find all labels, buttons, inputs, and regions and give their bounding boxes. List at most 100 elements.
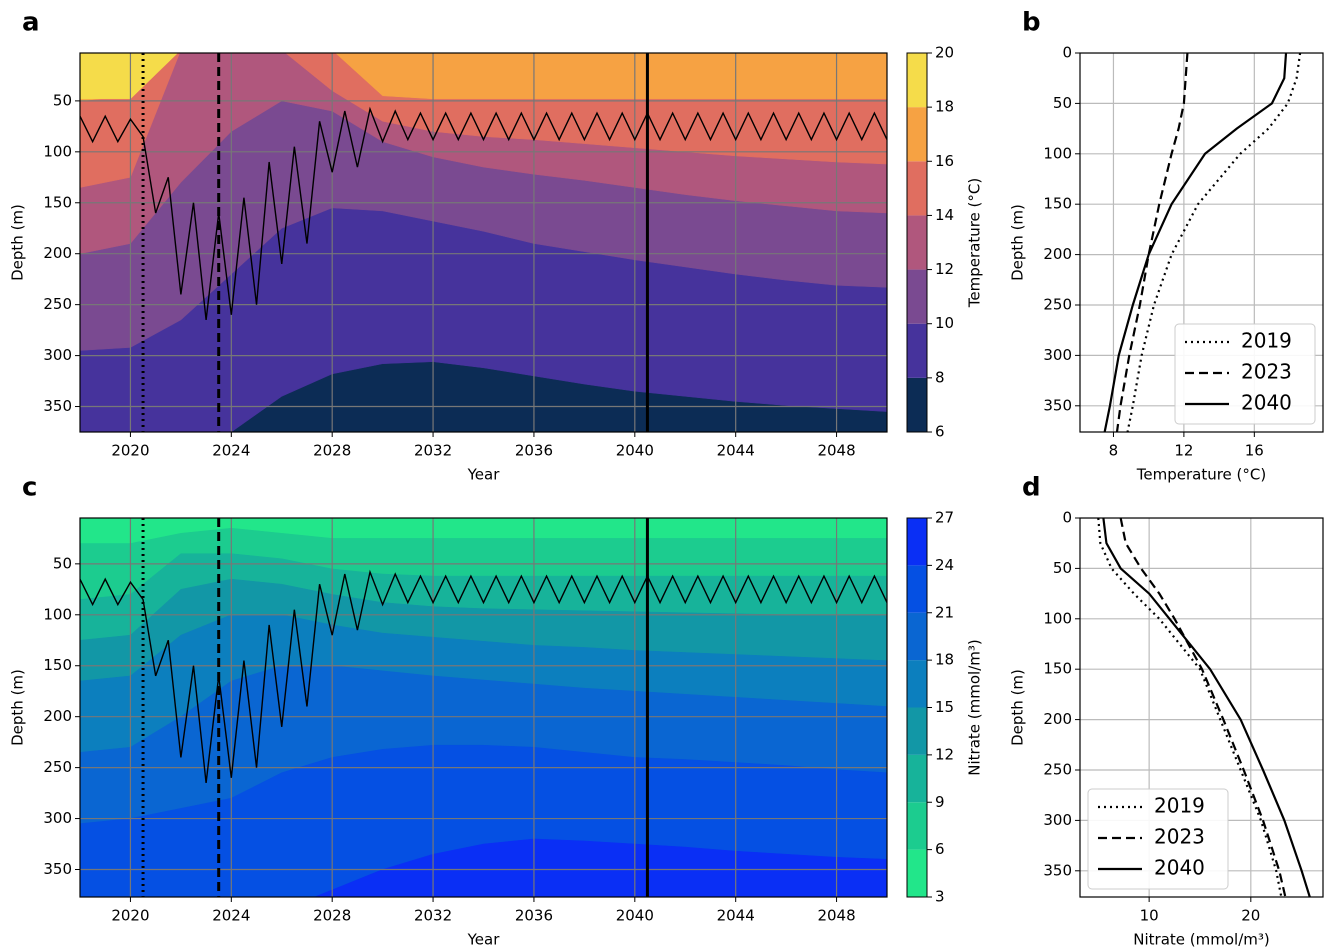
y-tick-label: 300 — [43, 346, 72, 364]
legend-label: 2023 — [1154, 825, 1205, 849]
y-tick-label: 300 — [1043, 811, 1072, 829]
colorbar-tick-label: 21 — [935, 603, 954, 621]
profile-line — [1126, 53, 1302, 432]
colorbar-tick-label: 6 — [935, 840, 945, 858]
y-tick-label: 150 — [1043, 660, 1072, 678]
colorbar-label: Temperature (°C) — [966, 178, 984, 308]
profile-line — [1103, 53, 1288, 432]
x-tick-label: 2048 — [817, 442, 855, 460]
x-tick-label: 2048 — [817, 907, 855, 925]
x-axis-label: Temperature (°C) — [1136, 466, 1266, 484]
colorbar-tick-label: 9 — [935, 793, 945, 811]
colorbar-band — [907, 660, 927, 708]
axes-frame — [1079, 517, 1324, 898]
colorbar-tick-label: 14 — [935, 206, 954, 224]
y-tick-label: 100 — [43, 142, 72, 160]
y-tick-label: 100 — [43, 605, 72, 623]
colorbar-tick-label: 8 — [935, 368, 945, 386]
colorbar-tick-label: 6 — [935, 423, 945, 441]
colorbar-band — [907, 802, 927, 850]
x-tick-label: 20 — [1241, 907, 1260, 925]
colorbar-band — [907, 377, 927, 432]
colorbar-label: Nitrate (mmol/m³) — [966, 639, 984, 775]
y-tick-label: 100 — [1043, 144, 1072, 162]
y-tick-label: 50 — [1053, 559, 1072, 577]
y-tick-label: 150 — [43, 193, 72, 211]
plot-area — [80, 518, 887, 897]
contour-band — [313, 838, 887, 897]
profile-line — [1119, 518, 1287, 897]
y-axis-label: Depth (m) — [1009, 204, 1027, 281]
profile-line — [1097, 518, 1283, 897]
y-tick-label: 250 — [1043, 760, 1072, 778]
y-tick-label: 100 — [1043, 609, 1072, 627]
y-tick-label: 50 — [53, 554, 72, 572]
colorbar-band — [907, 269, 927, 324]
colorbar-band — [907, 53, 927, 108]
x-tick-label: 2040 — [616, 442, 654, 460]
colorbar-band — [907, 107, 927, 162]
legend-label: 2019 — [1241, 329, 1292, 353]
y-axis-label: Depth (m) — [9, 204, 27, 281]
x-tick-label: 2044 — [717, 907, 755, 925]
legend-frame — [1087, 788, 1229, 890]
colorbar-band — [907, 565, 927, 613]
mixed-layer-line — [80, 569, 887, 783]
y-tick-label: 50 — [53, 91, 72, 109]
y-tick-label: 300 — [43, 809, 72, 827]
y-tick-label: 200 — [43, 707, 72, 725]
legend-frame — [1174, 323, 1316, 425]
x-tick-label: 2024 — [212, 907, 250, 925]
colorbar-tick-label: 12 — [935, 745, 954, 763]
y-tick-label: 250 — [43, 295, 72, 313]
y-tick-label: 150 — [43, 656, 72, 674]
mixed-layer-line — [80, 106, 887, 321]
x-tick-label: 2036 — [515, 907, 553, 925]
profile-line — [1115, 53, 1189, 432]
x-axis-label: Nitrate (mmol/m³) — [1133, 931, 1269, 949]
colorbar-band — [907, 754, 927, 803]
axes-frame — [79, 517, 888, 898]
x-tick-label: 2020 — [111, 907, 149, 925]
panel-label: a — [22, 8, 40, 38]
axes-frame — [79, 52, 888, 433]
colorbar-tick-label: 24 — [935, 556, 954, 574]
y-tick-label: 250 — [1043, 295, 1072, 313]
legend-label: 2040 — [1154, 856, 1205, 880]
colorbar-tick-label: 20 — [935, 44, 954, 62]
y-tick-label: 200 — [43, 244, 72, 262]
x-tick-label: 2036 — [515, 442, 553, 460]
x-tick-label: 2028 — [313, 907, 351, 925]
legend-label: 2019 — [1154, 794, 1205, 818]
contour-band — [80, 53, 179, 100]
x-tick-label: 2020 — [111, 442, 149, 460]
y-tick-label: 150 — [1043, 195, 1072, 213]
x-tick-label: 2032 — [414, 442, 452, 460]
legend-label: 2040 — [1241, 391, 1292, 415]
x-tick-label: 2028 — [313, 442, 351, 460]
colorbar-tick-label: 15 — [935, 698, 954, 716]
panel: c 3 6 9 12 15 18 21 24 27 Nitrate (mmol/m³) 2020 202… — [9, 473, 984, 949]
y-tick-label: 200 — [1043, 245, 1072, 263]
panel-label: c — [22, 473, 37, 503]
colorbar-band — [907, 518, 927, 566]
x-axis-label: Year — [467, 931, 501, 949]
y-tick-label: 350 — [1043, 396, 1072, 414]
colorbar-band — [907, 323, 927, 378]
colorbar-band — [907, 612, 927, 661]
x-tick-label: 2040 — [616, 907, 654, 925]
panel-label: b — [1022, 8, 1041, 38]
colorbar-band — [907, 215, 927, 270]
legend: 2019 2023 2040 — [1174, 323, 1316, 425]
colorbar-tick-label: 12 — [935, 260, 954, 278]
x-axis-label: Year — [467, 466, 501, 484]
profile-line — [1102, 518, 1311, 897]
legend: 2019 2023 2040 — [1087, 788, 1229, 890]
panel: a 6 8 10 12 14 16 18 20 Temperature (°C) 2020 2024 2… — [9, 8, 984, 484]
plot-area — [80, 53, 887, 432]
y-tick-label: 300 — [1043, 346, 1072, 364]
colorbar-tick-label: 18 — [935, 98, 954, 116]
x-tick-label: 8 — [1109, 442, 1119, 460]
